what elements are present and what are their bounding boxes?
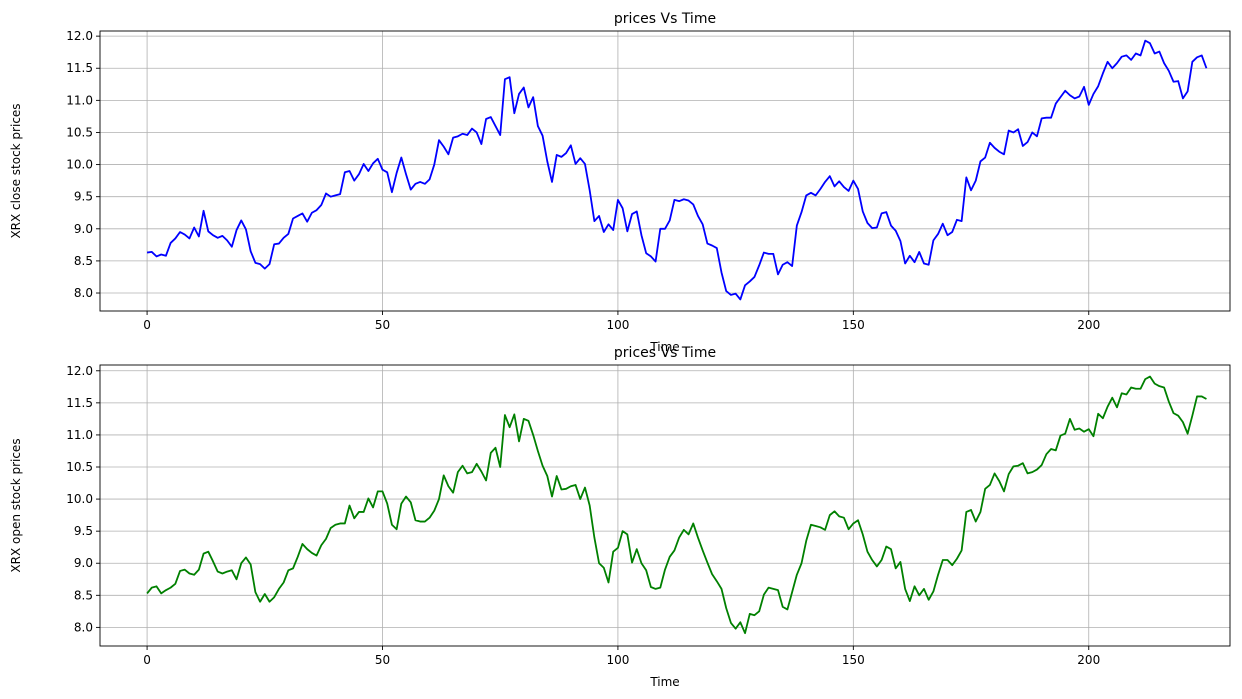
x-tick-label: 0 <box>143 653 151 667</box>
close-price-chart: 0 50 100 150 200 8.0 8.5 9.0 9.5 10.0 10.5 11.0 11.5… <box>9 11 1231 354</box>
chart-title: prices Vs Time <box>614 345 716 361</box>
series-line <box>146 39 1208 301</box>
y-tick-label: 9.0 <box>74 222 93 236</box>
x-tick-label: 50 <box>375 318 390 332</box>
x-tick-label: 150 <box>842 653 865 667</box>
plot-frame <box>99 30 1231 312</box>
x-tick-label: 0 <box>143 318 151 332</box>
y-tick-label: 10.5 <box>66 460 93 474</box>
x-tick-label: 50 <box>375 653 390 667</box>
y-tick-label: 9.0 <box>74 556 93 570</box>
y-tick-label: 8.0 <box>74 620 93 634</box>
y-tick-label: 11.0 <box>66 428 93 442</box>
x-tick-label: 100 <box>606 318 629 332</box>
x-tick-label: 200 <box>1077 653 1100 667</box>
y-tick-label: 11.5 <box>66 396 93 410</box>
plot-frame <box>99 364 1231 647</box>
x-tick-label: 100 <box>606 653 629 667</box>
y-tick-label: 10.5 <box>66 125 93 139</box>
y-tick-label: 9.5 <box>74 524 93 538</box>
x-axis-label: Time <box>649 340 679 354</box>
y-tick-label: 12.0 <box>66 29 93 43</box>
y-axis-label: XRX open stock prices <box>9 438 23 572</box>
y-tick-label: 10.0 <box>66 492 93 506</box>
open-price-chart: 0 50 100 150 200 8.0 8.5 9.0 9.5 10.0 10.5 11.0 11.5… <box>9 345 1231 689</box>
y-tick-label: 9.5 <box>74 190 93 204</box>
chart-title: prices Vs Time <box>614 11 716 27</box>
y-tick-label: 12.0 <box>66 364 93 378</box>
series-line <box>146 375 1207 635</box>
y-tick-label: 11.0 <box>66 93 93 107</box>
y-tick-label: 8.5 <box>74 254 93 268</box>
y-axis-label: XRX close stock prices <box>9 103 23 238</box>
y-tick-label: 10.0 <box>66 158 93 172</box>
y-tick-label: 8.0 <box>74 286 93 300</box>
x-tick-label: 150 <box>842 318 865 332</box>
x-tick-label: 200 <box>1077 318 1100 332</box>
y-tick-label: 11.5 <box>66 61 93 75</box>
y-tick-label: 8.5 <box>74 588 93 602</box>
x-axis-label: Time <box>649 675 679 689</box>
